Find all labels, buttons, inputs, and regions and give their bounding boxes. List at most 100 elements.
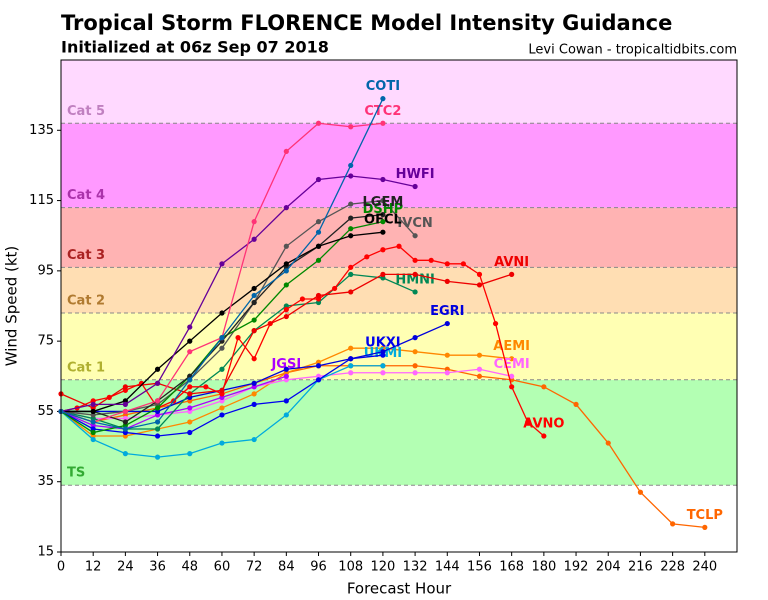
data-point [122, 408, 128, 415]
data-point [251, 292, 257, 299]
data-point [283, 366, 289, 372]
data-point [348, 226, 354, 232]
series-label: CTC2 [364, 104, 401, 119]
data-point [444, 320, 450, 327]
data-point [154, 405, 161, 411]
data-point [412, 363, 418, 369]
data-point [251, 236, 257, 242]
data-point [412, 370, 418, 376]
data-point [251, 299, 257, 306]
x-tick-label: 60 [214, 560, 231, 575]
data-point [283, 373, 289, 379]
data-point [90, 408, 96, 415]
y-tick-label: 75 [37, 334, 54, 349]
x-tick-label: 0 [57, 560, 65, 575]
data-point [315, 257, 322, 263]
data-point [219, 412, 225, 418]
data-point [412, 271, 418, 277]
x-tick-label: 180 [531, 560, 556, 575]
data-point [251, 380, 257, 386]
data-point [444, 278, 450, 284]
band-label: Cat 4 [67, 188, 105, 203]
chart-subtitle: Initialized at 06z Sep 07 2018 [61, 38, 329, 57]
data-point [509, 271, 515, 277]
data-point [348, 289, 354, 295]
data-point [476, 271, 483, 277]
data-point [605, 440, 611, 446]
data-point [348, 162, 354, 169]
data-point [251, 328, 257, 334]
x-tick-label: 216 [628, 560, 653, 575]
data-point [187, 338, 193, 344]
data-point [187, 391, 193, 397]
data-point [283, 313, 289, 320]
series-label: COTI [366, 79, 400, 94]
data-point [348, 173, 354, 179]
data-point [235, 335, 241, 341]
data-point [444, 352, 450, 358]
data-point [154, 366, 161, 372]
series-label: LGEM [363, 195, 404, 210]
data-point [203, 384, 209, 390]
data-point [380, 363, 386, 369]
data-point [380, 349, 386, 355]
data-point [251, 401, 257, 407]
data-point [348, 271, 354, 277]
data-point [187, 349, 193, 355]
data-point [412, 233, 418, 239]
data-point [380, 96, 386, 102]
data-point [396, 243, 402, 249]
data-point [380, 120, 386, 126]
category-band [61, 123, 737, 208]
data-point [348, 201, 354, 207]
data-point [219, 335, 225, 341]
series-label: AVNO [523, 417, 564, 432]
data-point [315, 363, 322, 369]
series-label: AEMI [493, 339, 530, 354]
y-tick-label: 95 [37, 263, 54, 278]
data-point [412, 257, 418, 263]
data-point [299, 296, 306, 302]
data-point [476, 282, 483, 288]
data-point [283, 268, 289, 274]
data-point [251, 285, 257, 292]
data-point [122, 384, 128, 390]
x-tick-label: 36 [149, 560, 166, 575]
data-point [476, 352, 483, 358]
data-point [412, 289, 418, 295]
data-point [315, 176, 322, 183]
data-point [315, 219, 322, 225]
data-point [187, 429, 193, 436]
data-point [348, 345, 354, 351]
series-line [60, 199, 416, 416]
data-point [219, 440, 225, 446]
data-point [122, 401, 128, 407]
data-point [315, 377, 322, 383]
series-label: EGRI [430, 304, 464, 319]
x-tick-label: 24 [117, 560, 134, 575]
series-label: DSHP [363, 202, 404, 217]
data-point [90, 401, 96, 407]
data-point [219, 387, 225, 393]
data-point [187, 405, 193, 411]
data-point [509, 373, 515, 379]
band-label: TS [67, 466, 85, 481]
y-axis-label: Wind Speed (kt) [3, 246, 21, 367]
data-point [380, 197, 386, 204]
data-point [219, 366, 225, 372]
band-label: Cat 2 [67, 294, 105, 309]
x-tick-label: 12 [85, 560, 102, 575]
y-tick-label: 15 [37, 545, 54, 560]
x-tick-label: 156 [467, 560, 492, 575]
data-point [283, 398, 289, 404]
data-point [315, 292, 322, 299]
data-point [476, 366, 483, 372]
data-point [187, 324, 193, 330]
data-point [348, 264, 354, 270]
data-point [412, 335, 418, 341]
data-point [380, 271, 386, 277]
data-point [364, 254, 370, 260]
data-point [122, 419, 128, 425]
series-label: TCLP [687, 508, 723, 523]
